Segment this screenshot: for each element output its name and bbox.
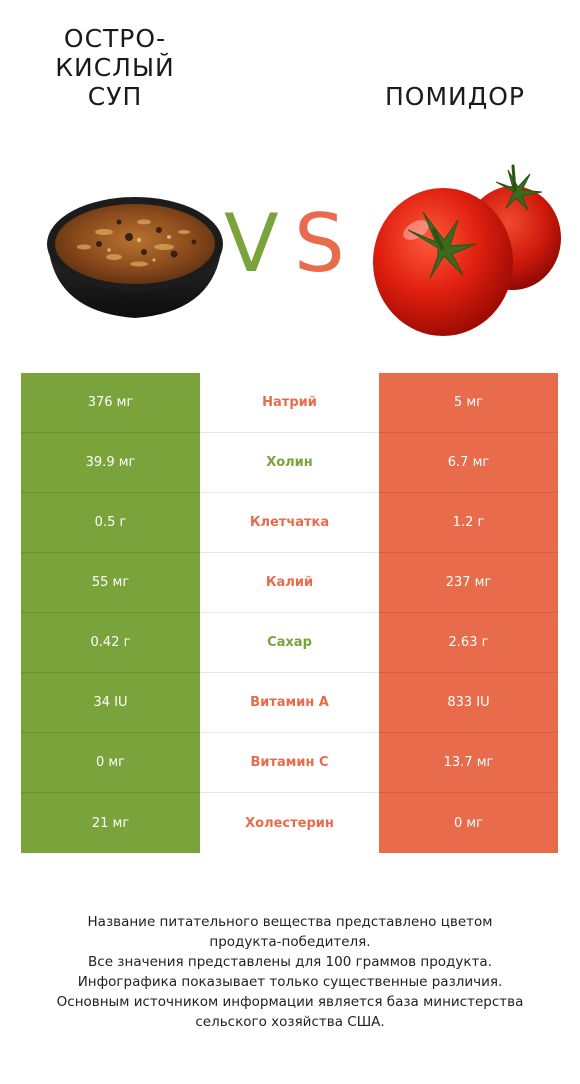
- footnote-line: продукта-победителя.: [209, 934, 371, 950]
- right-value-cell: 833 IU: [379, 673, 558, 733]
- vs-letter-v: V: [224, 197, 279, 290]
- left-value-cell: 376 мг: [21, 373, 200, 433]
- right-value-cell: 5 мг: [379, 373, 558, 433]
- right-value-cell: 2.63 г: [379, 613, 558, 673]
- nutrient-name-cell: Витамин C: [200, 733, 379, 793]
- nutrient-name-cell: Натрий: [200, 373, 379, 433]
- left-value-cell: 0.5 г: [21, 493, 200, 553]
- nutrient-name-cell: Холин: [200, 433, 379, 493]
- left-value-cell: 39.9 мг: [21, 433, 200, 493]
- table-row: 39.9 мг Холин 6.7 мг: [21, 433, 558, 493]
- right-value-cell: 13.7 мг: [379, 733, 558, 793]
- table-row: 55 мг Калий 237 мг: [21, 553, 558, 613]
- right-value-cell: 237 мг: [379, 553, 558, 613]
- vs-letter-s: S: [294, 197, 345, 290]
- left-value-cell: 0 мг: [21, 733, 200, 793]
- right-value-cell: 1.2 г: [379, 493, 558, 553]
- right-value-cell: 0 мг: [379, 793, 558, 853]
- footnote-line: Инфографика показывает только существенн…: [77, 974, 503, 990]
- table-row: 0.42 г Сахар 2.63 г: [21, 613, 558, 673]
- table-row: 376 мг Натрий 5 мг: [21, 373, 558, 433]
- nutrient-name-cell: Калий: [200, 553, 379, 613]
- footnote-line: Название питательного вещества представл…: [87, 914, 493, 930]
- left-value-cell: 21 мг: [21, 793, 200, 853]
- nutrient-name-cell: Холестерин: [200, 793, 379, 853]
- left-food-title: ОСТРО- КИСЛЫЙ СУП: [55, 24, 175, 111]
- table-row: 21 мг Холестерин 0 мг: [21, 793, 558, 853]
- table-row: 0.5 г Клетчатка 1.2 г: [21, 493, 558, 553]
- nutrient-name-cell: Клетчатка: [200, 493, 379, 553]
- footnote-line: сельского хозяйства США.: [195, 1014, 385, 1030]
- nutrient-name-cell: Витамин A: [200, 673, 379, 733]
- right-value-cell: 6.7 мг: [379, 433, 558, 493]
- soup-bowl-image: [47, 197, 223, 318]
- footnote-line: Все значения представлены для 100 граммо…: [88, 954, 492, 970]
- left-value-cell: 34 IU: [21, 673, 200, 733]
- nutrient-name-cell: Сахар: [200, 613, 379, 673]
- left-value-cell: 55 мг: [21, 553, 200, 613]
- tomato-image: [373, 164, 561, 336]
- table-row: 0 мг Витамин C 13.7 мг: [21, 733, 558, 793]
- table-row: 34 IU Витамин A 833 IU: [21, 673, 558, 733]
- right-food-title: ПОМИДОР: [384, 82, 526, 111]
- footnote: Название питательного вещества представл…: [20, 912, 560, 1032]
- left-value-cell: 0.42 г: [21, 613, 200, 673]
- footnote-line: Основным источником информации является …: [56, 994, 524, 1010]
